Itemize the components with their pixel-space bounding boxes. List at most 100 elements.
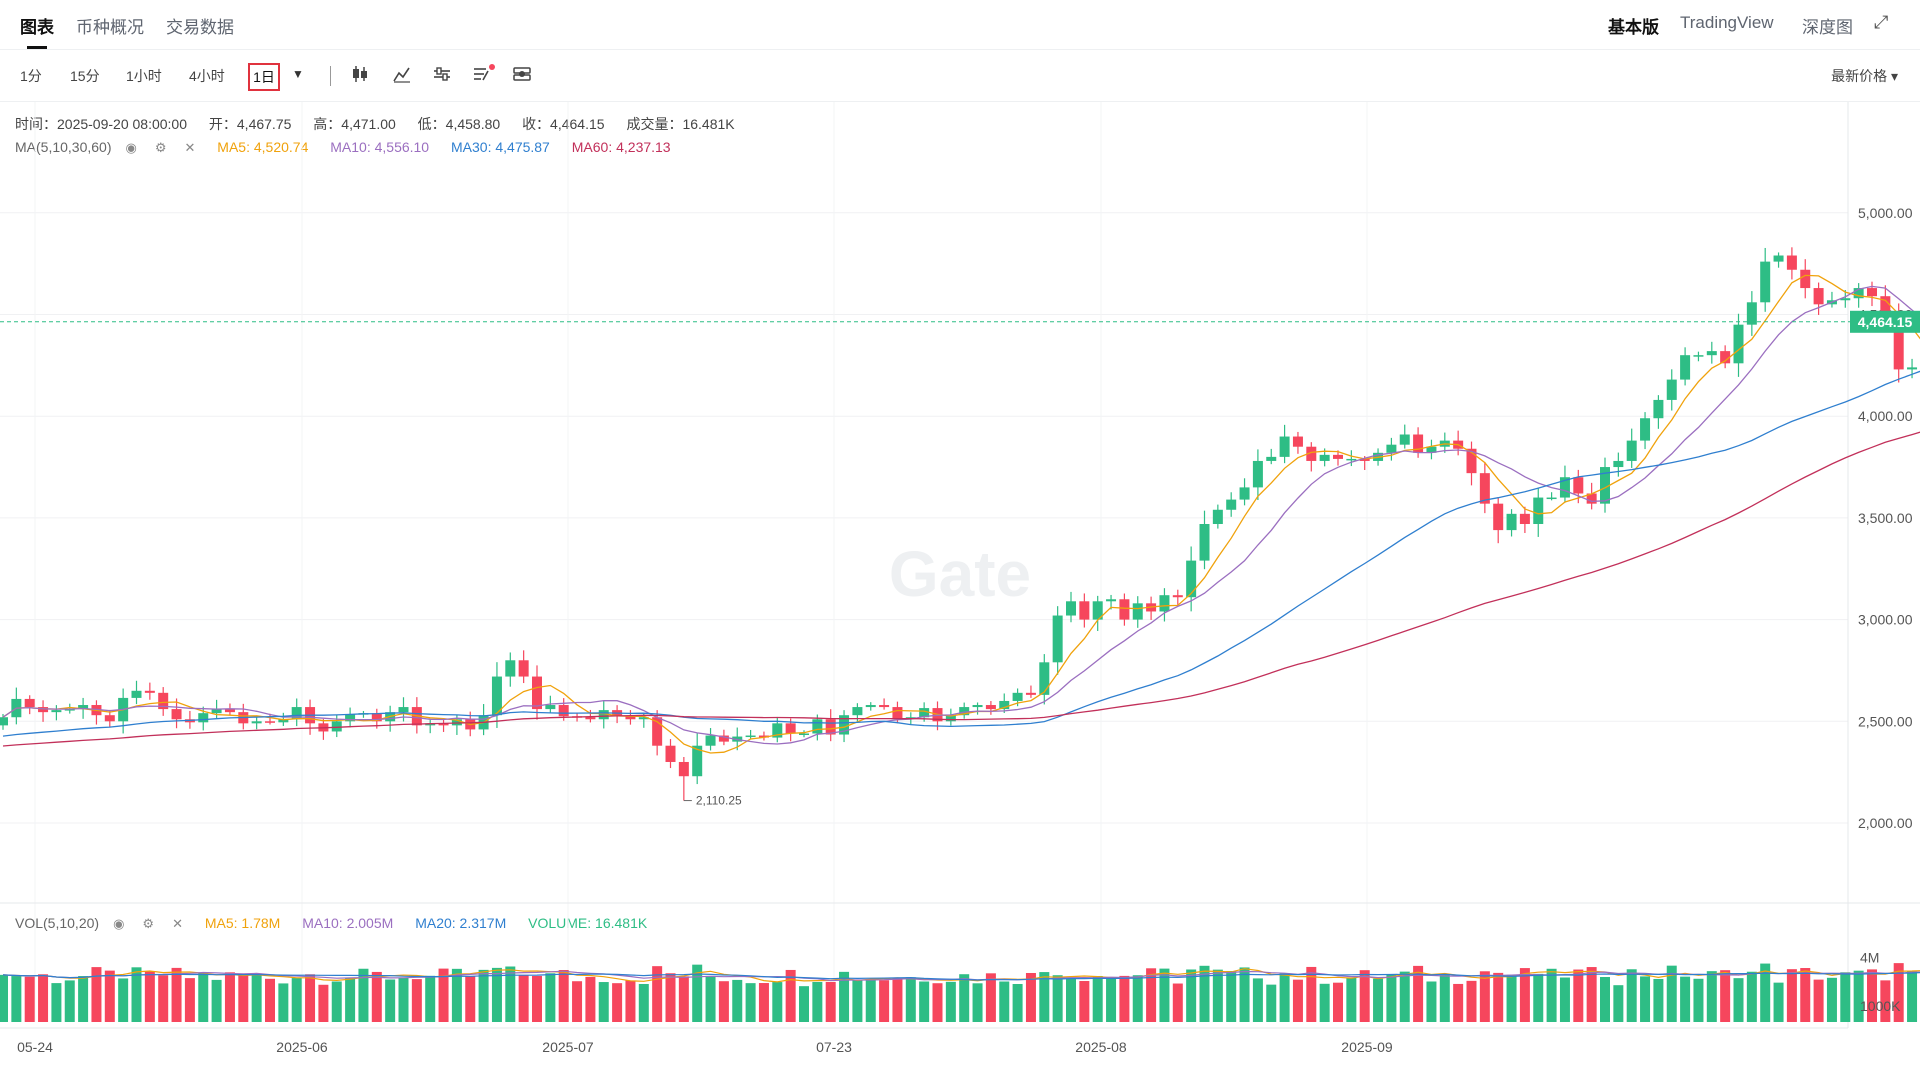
volume-bar <box>171 967 182 1022</box>
candle-body <box>184 719 195 723</box>
tab-chart[interactable]: 图表 <box>20 18 54 37</box>
ohlc-info-row: 时间：2025-09-20 08:00:00 开：4,467.75 高：4,47… <box>15 114 753 134</box>
candle-body <box>812 719 823 734</box>
x-tick-label: 2025-06 <box>276 1039 328 1055</box>
interval-15m[interactable]: 15分 <box>70 68 100 84</box>
volume-bar <box>38 974 49 1022</box>
volume-bar <box>732 979 743 1022</box>
candle-body <box>1786 255 1797 270</box>
vol-ma5-value: MA5: 1.78M <box>204 915 281 931</box>
close-icon[interactable]: ✕ <box>172 916 183 931</box>
settings-icon[interactable]: ⚙ <box>154 140 167 155</box>
interval-1d[interactable]: 1日 <box>248 63 280 91</box>
candle-body <box>1226 499 1237 510</box>
volume-bar <box>1773 982 1784 1022</box>
volume-bar <box>865 979 876 1022</box>
volume-bar <box>825 981 836 1022</box>
volume-bar <box>532 975 542 1022</box>
tab-tradingview[interactable]: TradingView <box>1680 13 1774 32</box>
volume-bar <box>1800 968 1811 1022</box>
volume-bar <box>1039 972 1050 1022</box>
candle-body <box>1600 467 1610 504</box>
tab-depth-chart[interactable]: 深度图 <box>1802 18 1853 37</box>
eye-icon[interactable]: ◉ <box>113 916 125 931</box>
low-annotation-label: 2,110.25 <box>696 794 742 808</box>
swap-icon[interactable] <box>512 64 532 84</box>
interval-1m[interactable]: 1分 <box>20 68 42 84</box>
last-price-badge <box>1850 310 1920 333</box>
candle-body <box>1333 454 1343 459</box>
close-icon[interactable]: ✕ <box>184 140 196 155</box>
candle-body <box>385 712 396 722</box>
candle-body <box>118 697 129 722</box>
volume-bar <box>1907 971 1918 1022</box>
volume-bar <box>638 983 649 1022</box>
volume-bar <box>1666 965 1677 1022</box>
volume-bar <box>371 971 382 1022</box>
volume-bar <box>91 967 102 1022</box>
ma10-line <box>2 285 1920 745</box>
candle-body <box>1800 269 1811 289</box>
candle-type-icon[interactable] <box>350 64 370 84</box>
candle-body <box>985 705 996 710</box>
volume-bar <box>1786 969 1797 1022</box>
candle-body <box>38 707 49 713</box>
candle-body <box>1146 603 1157 612</box>
candle-body <box>839 715 850 735</box>
eye-icon[interactable]: ◉ <box>125 140 137 155</box>
candle-body <box>1907 367 1918 370</box>
toolbar-divider <box>330 66 331 86</box>
candle-body <box>1039 662 1050 695</box>
volume-bar <box>758 983 769 1022</box>
interval-4h[interactable]: 4小时 <box>189 68 225 84</box>
volume-bar <box>104 970 115 1022</box>
tab-basic[interactable]: 基本版 <box>1608 18 1659 37</box>
price-type-select[interactable]: 最新价格 ▾ <box>1831 68 1898 84</box>
volume-bar <box>1613 985 1624 1022</box>
candle-body <box>1466 448 1477 474</box>
volume-bar <box>1466 980 1477 1022</box>
candle-body <box>51 710 62 713</box>
candle-body <box>1172 595 1183 598</box>
tab-coin-overview[interactable]: 币种概况 <box>76 18 144 37</box>
x-tick-label: 2025-08 <box>1075 1039 1127 1055</box>
volume-bar <box>1413 965 1424 1022</box>
volume-bar <box>1493 972 1504 1022</box>
volume-bar <box>331 981 342 1022</box>
chevron-down-icon[interactable]: ▼ <box>292 67 304 81</box>
volume-bar <box>745 983 756 1022</box>
volume-bar <box>1172 983 1183 1022</box>
interval-1h[interactable]: 1小时 <box>126 68 162 84</box>
candle-body <box>665 745 676 762</box>
candle-body <box>1119 599 1130 620</box>
tab-trading-data[interactable]: 交易数据 <box>166 18 234 37</box>
candle-body <box>1479 473 1490 504</box>
candle-body <box>144 690 155 693</box>
volume-bar <box>905 977 916 1022</box>
volume-info-row: VOL(5,10,20) ◉ ⚙ ✕ MA5: 1.78M MA10: 2.005M … <box>15 915 665 932</box>
active-tab-underline <box>27 46 47 49</box>
drawing-tools-icon[interactable] <box>472 62 496 84</box>
candle-body <box>758 735 769 738</box>
candle-body <box>932 708 943 722</box>
volume-bar <box>985 973 996 1022</box>
candle-body <box>1640 418 1651 441</box>
candle-body <box>64 709 75 711</box>
candle-body <box>265 721 275 723</box>
fullscreen-icon[interactable]: ⤢ <box>1874 12 1889 32</box>
candle-body <box>1693 355 1704 357</box>
vol-current-value: VOLUME: 16.481K <box>528 915 648 931</box>
indicator-icon[interactable] <box>392 64 412 84</box>
settings-sliders-icon[interactable] <box>432 64 452 84</box>
candle-body <box>1653 399 1664 419</box>
candle-body <box>905 717 916 719</box>
ma60-value: MA60: 4,237.13 <box>571 139 671 155</box>
candle-body <box>1493 503 1504 531</box>
settings-icon[interactable]: ⚙ <box>142 916 155 931</box>
candle-body <box>772 723 783 738</box>
candle-body <box>305 707 316 724</box>
candle-body <box>1666 379 1677 400</box>
volume-bar <box>999 981 1010 1022</box>
candle-body <box>425 723 436 726</box>
candle-body <box>171 709 182 720</box>
